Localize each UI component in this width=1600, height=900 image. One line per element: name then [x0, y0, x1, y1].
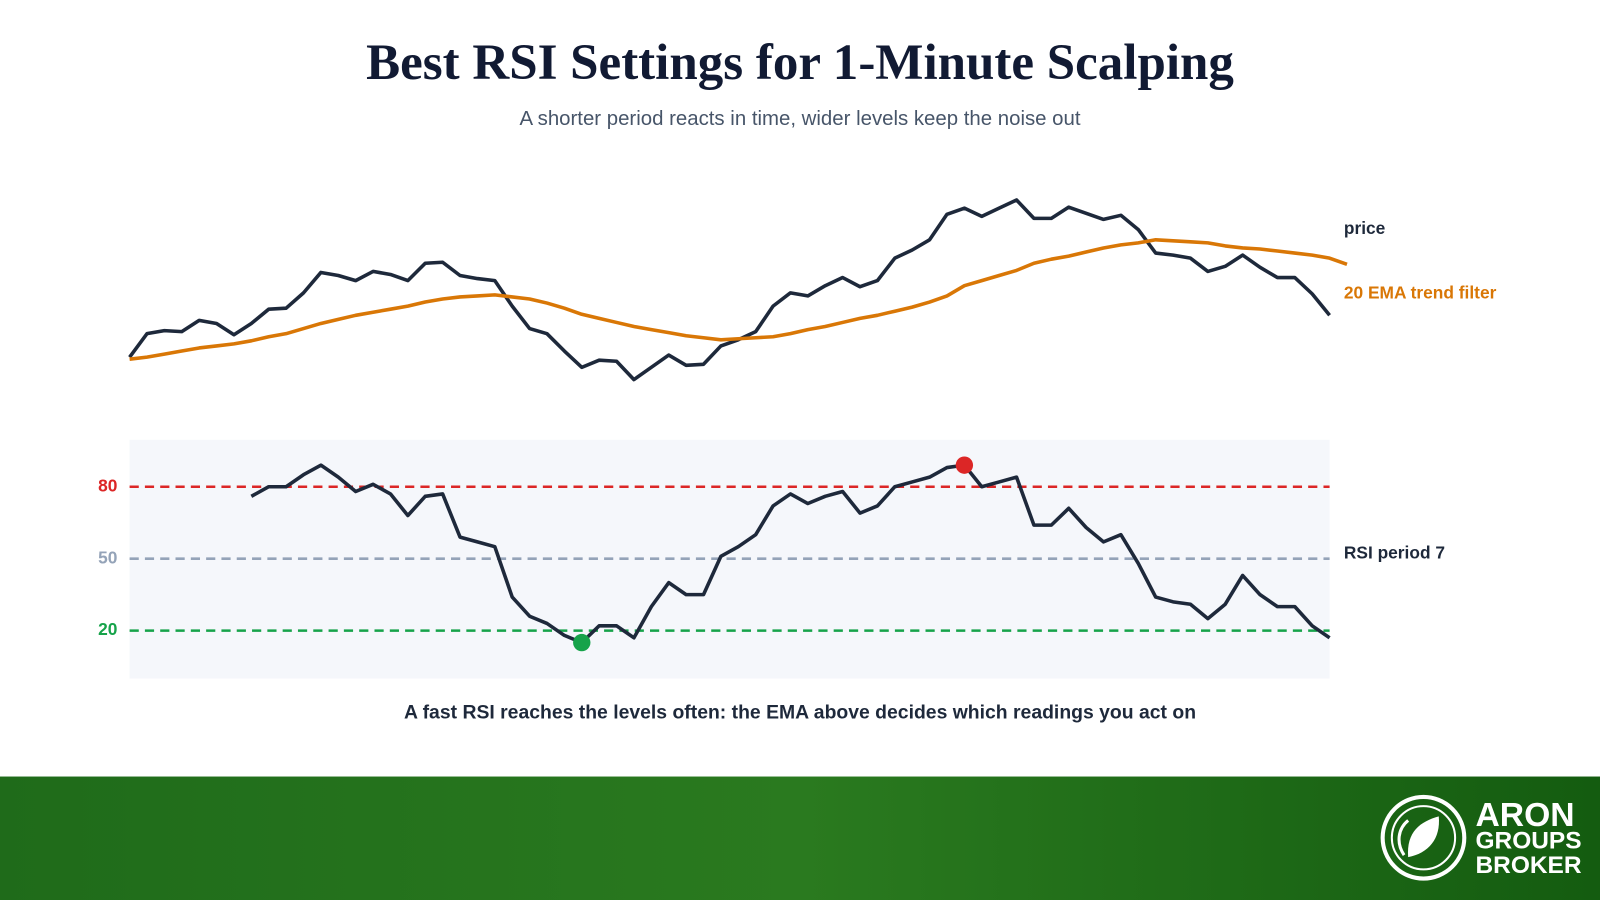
y-tick-label: 80: [98, 475, 117, 495]
signal-marker: [955, 456, 974, 474]
brand-line: ARON: [1476, 797, 1575, 834]
logo: ARON GROUPS BROKER: [1380, 794, 1582, 881]
series-line: [128, 198, 1331, 382]
chart-title: Best RSI Settings for 1-Minute Scalping: [366, 35, 1234, 91]
legend-label: 20 EMA trend filter: [1344, 282, 1497, 302]
y-tick-label: 20: [98, 619, 117, 639]
legend-label: RSI period 7: [1344, 543, 1445, 563]
series-line: [129, 238, 1348, 361]
footer-band: [0, 776, 1600, 900]
signal-marker: [573, 633, 591, 652]
brand-line: GROUPS: [1476, 827, 1582, 854]
caption: A fast RSI reaches the levels often: the…: [404, 701, 1196, 723]
series-line: [250, 463, 1331, 645]
chart-subtitle: A shorter period reacts in time, wider l…: [519, 108, 1080, 130]
y-tick-label: 50: [98, 547, 117, 567]
brand-line: BROKER: [1476, 852, 1582, 879]
legend-label: price: [1344, 218, 1386, 238]
